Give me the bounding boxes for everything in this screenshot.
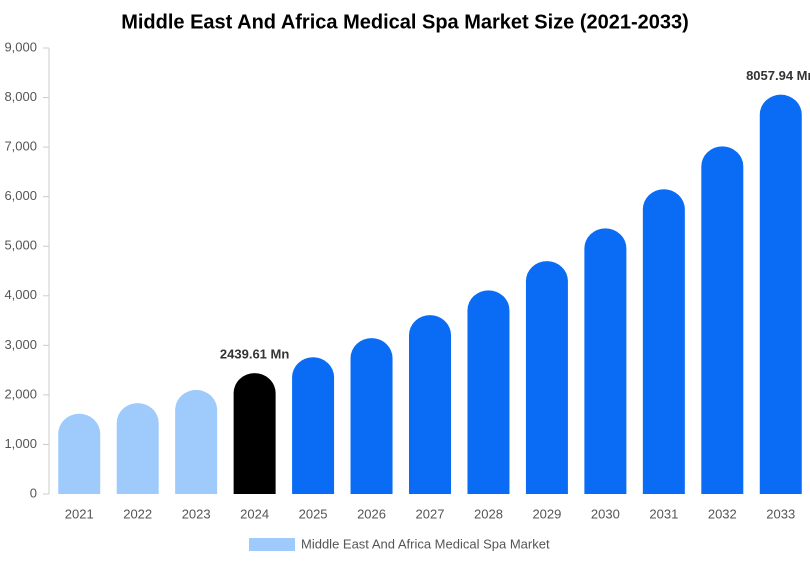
bar: [584, 228, 627, 494]
bar: [525, 261, 568, 494]
y-tick-label: 6,000: [4, 188, 37, 203]
y-tick-label: 0: [30, 485, 37, 500]
x-tick-label: 2028: [474, 506, 503, 521]
bar: [116, 403, 159, 494]
y-tick-label: 9,000: [4, 39, 37, 54]
chart-title: Middle East And Africa Medical Spa Marke…: [121, 11, 689, 33]
bar: [642, 189, 685, 494]
x-tick-label: 2025: [299, 506, 328, 521]
bar: [292, 357, 335, 494]
y-tick-label: 1,000: [4, 436, 37, 451]
x-tick-label: 2033: [766, 506, 795, 521]
value-label: 2439.61 Mn: [220, 347, 289, 362]
bar: [58, 413, 101, 494]
x-tick-label: 2032: [708, 506, 737, 521]
bar: [350, 338, 393, 494]
x-tick-label: 2031: [649, 506, 678, 521]
bar: [701, 146, 744, 494]
bar: [233, 373, 276, 494]
legend-swatch: [249, 538, 295, 551]
bar: [409, 315, 451, 494]
x-tick-label: 2030: [591, 506, 620, 521]
value-label: 8057.94 Mn: [746, 68, 810, 83]
y-tick-label: 8,000: [4, 89, 37, 104]
x-tick-label: 2022: [123, 506, 152, 521]
x-tick-label: 2029: [532, 506, 561, 521]
x-tick-label: 2021: [65, 506, 94, 521]
y-tick-label: 5,000: [4, 238, 37, 253]
y-tick-label: 4,000: [4, 287, 37, 302]
legend-label: Middle East And Africa Medical Spa Marke…: [301, 536, 550, 551]
bar: [175, 389, 218, 494]
x-tick-label: 2023: [182, 506, 211, 521]
x-tick-label: 2027: [416, 506, 445, 521]
bar: [467, 290, 510, 494]
bar: [759, 94, 802, 495]
x-tick-label: 2026: [357, 506, 386, 521]
x-tick-label: 2024: [240, 506, 269, 521]
y-tick-label: 3,000: [4, 337, 37, 352]
y-tick-label: 2,000: [4, 386, 37, 401]
y-tick-label: 7,000: [4, 139, 37, 154]
